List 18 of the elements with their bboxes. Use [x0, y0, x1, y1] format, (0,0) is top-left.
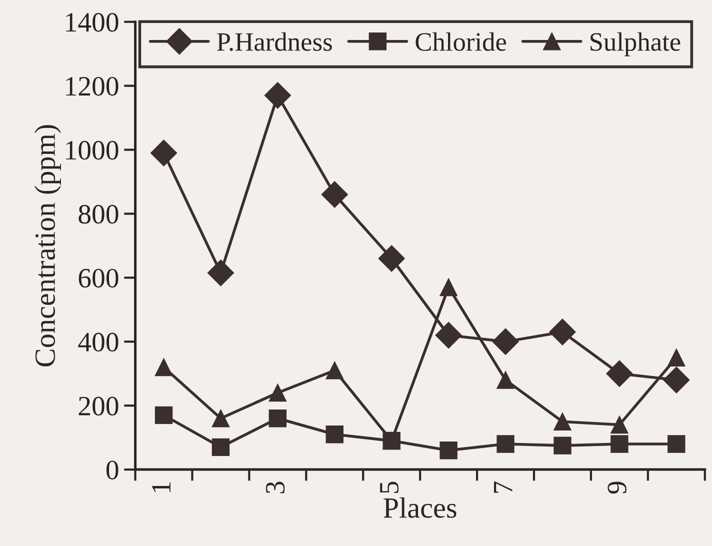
y-tick-label: 1200	[66, 76, 118, 96]
y-tick-label: 0	[106, 460, 118, 480]
x-tick-label: 1	[152, 482, 170, 492]
y-tick-label: 400	[78, 332, 118, 352]
legend-label: P.Hardness	[217, 32, 332, 52]
y-tick-label: 200	[78, 396, 118, 416]
x-axis-title: Places	[384, 497, 456, 518]
x-tick-label: 3	[266, 482, 285, 494]
x-tick-label: 9	[608, 482, 626, 494]
y-tick-label: 800	[78, 204, 118, 224]
x-tick-label: 5	[380, 482, 399, 493]
legend-label: Sulphate	[590, 32, 680, 56]
legend-label: Chloride	[416, 32, 506, 51]
x-tick-label: 7	[494, 481, 512, 493]
y-tick-label: 1000	[66, 140, 118, 160]
y-tick-label: 600	[78, 268, 118, 288]
y-tick-label: 1400	[66, 13, 118, 32]
y-axis-title: Concentration (ppm)	[34, 125, 61, 366]
